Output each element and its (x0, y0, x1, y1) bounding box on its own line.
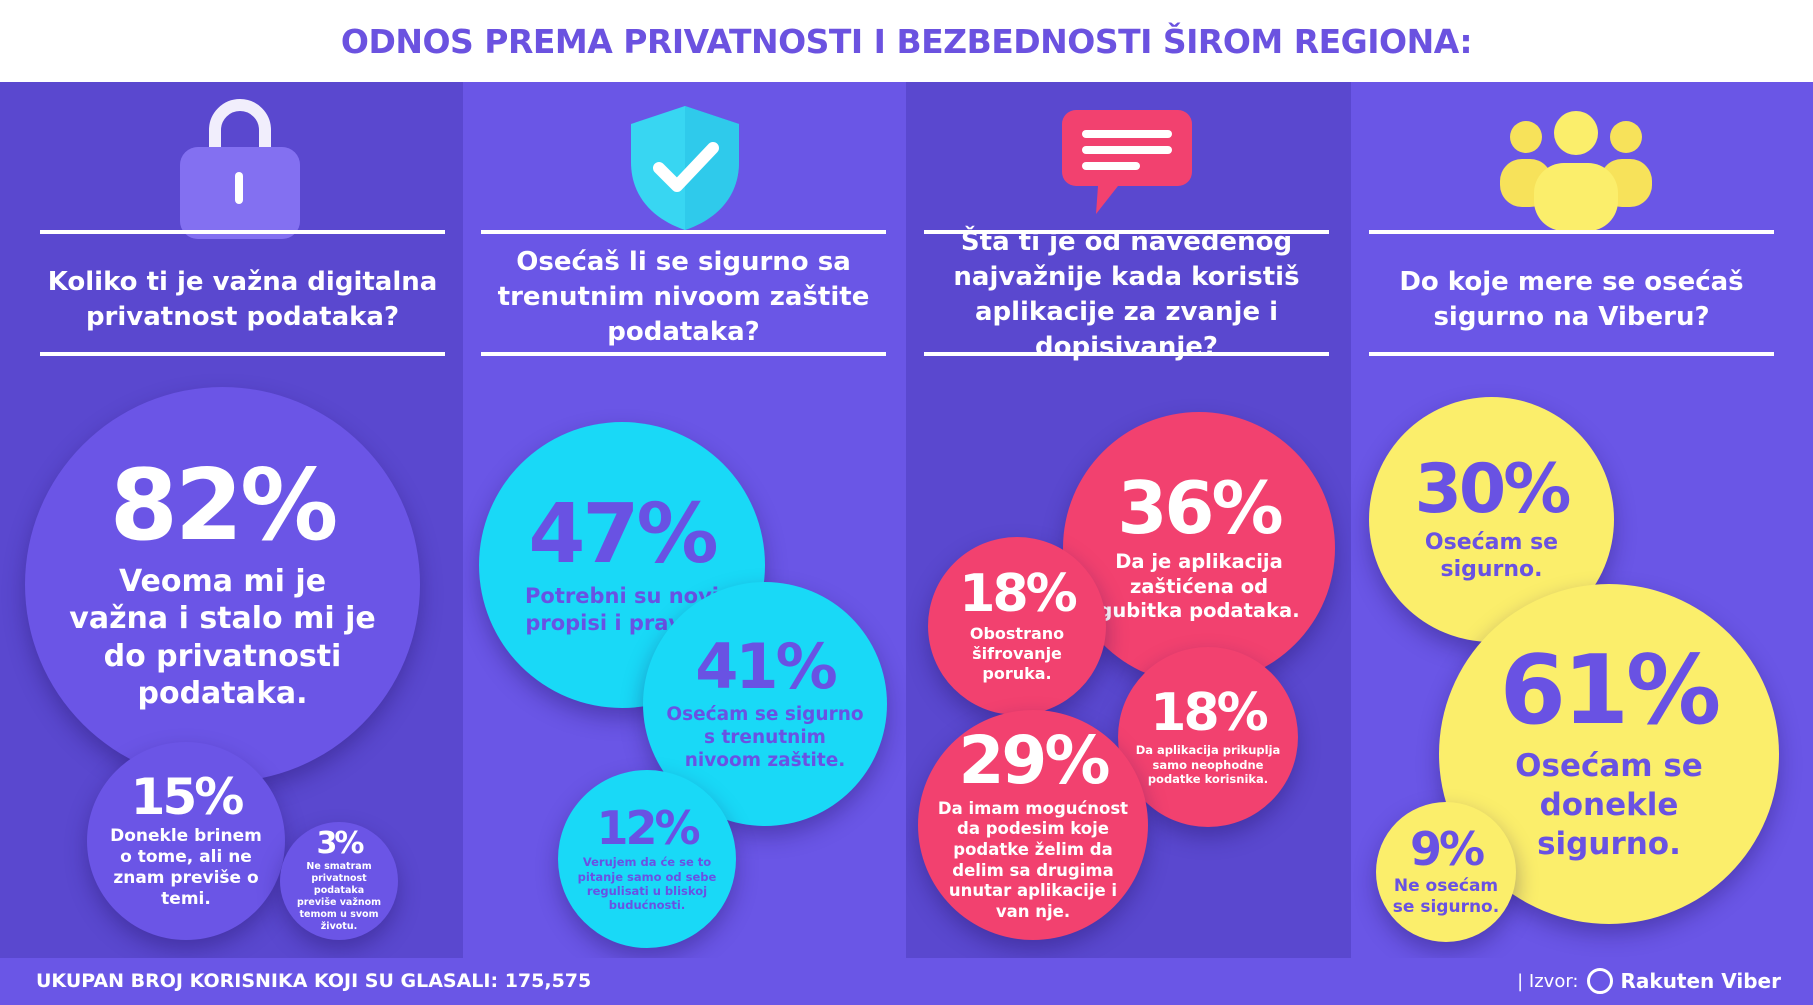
bubble-label: Ne smatram privatnost podataka previše v… (296, 861, 382, 932)
question-rule-top (40, 230, 445, 234)
bubble-3-1: 36% Da je aplikacija zaštićena od gubitka… (1063, 412, 1335, 684)
bubble-label: Veoma mi je važna i stalo mi je do priva… (69, 563, 376, 712)
bubble-percentage: 15% (130, 767, 245, 826)
panel-viber-safety: Do koje mere se osećaš sigurno na Viberu… (1351, 82, 1813, 958)
question-rule-bottom (924, 352, 1329, 356)
bubble-4-3: 9% Ne osećam se sigurno. (1376, 802, 1516, 942)
bubble-1-1: 82% Veoma mi je važna i stalo mi je do pr… (25, 387, 420, 782)
bubble-label: Osećam se donekle sigurno. (1515, 748, 1703, 862)
question-rule-bottom (40, 352, 445, 356)
bubble-label: Da imam mogućnost da podesim koje podatk… (937, 798, 1129, 921)
users-group-icon (1500, 111, 1652, 231)
bubble-percentage: 12% (596, 801, 700, 856)
panel-app-priorities: Šta ti je od navedenog najvažnije kada k… (906, 82, 1351, 958)
bubble-label: Ne osećam se sigurno. (1392, 875, 1500, 917)
footer-bar: UKUPAN BROJ KORISNIKA KOJI SU GLASALI: 1… (0, 958, 1813, 1005)
question-rule-top (1369, 230, 1774, 234)
bubble-3-3: 18% Da aplikacija prikuplja samo neophodn… (1118, 647, 1298, 827)
bubble-percentage: 18% (1150, 683, 1268, 744)
bubble-percentage: 3% (316, 826, 365, 862)
lock-icon (180, 99, 300, 239)
bubble-1-2: 15% Donekle brinem o tome, ali ne znam pr… (87, 742, 285, 940)
bubble-1-3: 3% Ne smatram privatnost podataka previše… (280, 822, 398, 940)
question-rule-bottom (481, 352, 886, 356)
page-title: ODNOS PREMA PRIVATNOSTI I BEZBEDNOSTI ŠI… (340, 21, 1473, 61)
question-3: Šta ti je od navedenog najvažnije kada k… (953, 226, 1300, 362)
bubble-label: Verujem da će se to pitanje samo od sebe… (577, 855, 717, 913)
question-1: Koliko ti je važna digitalna privatnost … (47, 267, 438, 332)
bubble-percentage: 47% (528, 487, 718, 583)
bubble-3-2: 18% Obostrano šifrovanje poruka. (928, 537, 1106, 715)
brand-name: Rakuten Viber (1620, 969, 1782, 993)
header-bar: ODNOS PREMA PRIVATNOSTI I BEZBEDNOSTI ŠI… (0, 0, 1813, 82)
question-4: Do koje mere se osećaš sigurno na Viberu… (1399, 267, 1744, 332)
bubble-3-4: 29% Da imam mogućnost da podesim koje pod… (918, 710, 1148, 940)
bubble-label: Da aplikacija prikuplja samo neophodne p… (1135, 743, 1281, 787)
bubble-label: Donekle brinem o tome, ali ne znam previ… (110, 825, 262, 910)
bubble-label: Obostrano šifrovanje poruka. (969, 624, 1065, 683)
panel-privacy-importance: Koliko ti je važna digitalna privatnost … (0, 82, 463, 958)
chat-bubble-icon (1062, 110, 1192, 214)
bubble-label: Osećam se sigurno. (1424, 529, 1559, 583)
bubble-percentage: 36% (1117, 466, 1283, 551)
question-rule-bottom (1369, 352, 1774, 356)
bubble-2-3: 12% Verujem da će se to pitanje samo od s… (558, 770, 736, 948)
bubble-percentage: 41% (695, 629, 837, 703)
viber-logo-icon (1586, 968, 1613, 994)
bubble-label: Da je aplikacija zaštićena od gubitka po… (1098, 550, 1300, 623)
question-rule-top (481, 230, 886, 234)
panel-protection-level: Osećaš li se sigurno sa trenutnim nivoom… (463, 82, 906, 958)
bubble-percentage: 29% (958, 721, 1111, 799)
source-label: | Izvor: (1517, 970, 1579, 992)
bubble-label: Osećam se sigurno s trenutnim nivoom zaš… (666, 703, 864, 772)
shield-check-icon (631, 106, 739, 230)
total-votes: UKUPAN BROJ KORISNIKA KOJI SU GLASALI: 1… (36, 970, 592, 992)
question-rule-top (924, 230, 1329, 234)
bubble-percentage: 82% (109, 448, 339, 563)
question-2: Osećaš li se sigurno sa trenutnim nivoom… (497, 246, 870, 347)
bubble-percentage: 18% (959, 564, 1077, 624)
bubble-percentage: 9% (1409, 821, 1485, 876)
source: | Izvor: Rakuten Viber (1517, 968, 1781, 994)
bubble-percentage: 30% (1414, 449, 1572, 529)
bubble-percentage: 61% (1499, 636, 1721, 747)
